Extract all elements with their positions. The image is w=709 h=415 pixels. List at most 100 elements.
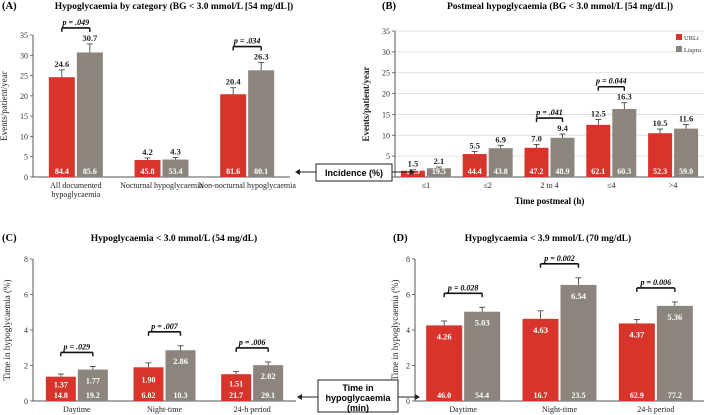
x-tick-label: All documented (50, 181, 101, 190)
y-axis-title: Events/patient/year (0, 71, 9, 140)
bar-urli (522, 318, 559, 401)
inner-label: 59.0 (679, 167, 693, 176)
y-axis-title: Time in hypoglycaemia (%) (2, 280, 12, 381)
incidence-arrowhead-left (295, 169, 300, 175)
inner-label: 62.1 (591, 167, 605, 176)
time-callout: Time in hypoglycaemia (min) (297, 379, 420, 413)
incidence-arrowhead-right (410, 169, 415, 175)
inner-label: 52.3 (653, 167, 667, 176)
inner-label: 85.6 (83, 167, 97, 176)
inner-label: 47.2 (530, 167, 544, 176)
bar-lispro (550, 137, 575, 177)
chart-panel-2: (B) Postmeal hypoglycaemia (BG < 3.0 mmol… (361, 1, 704, 206)
data-label: 10.5 (653, 118, 668, 128)
inner-label: 48.9 (556, 167, 570, 176)
bar-urli (45, 376, 76, 401)
bar-lispro (488, 148, 513, 177)
bar-urli (221, 374, 252, 401)
inner-label: 10.3 (174, 391, 188, 400)
legend-entry: Lispro (684, 47, 701, 54)
y-tick-label: 0 (24, 173, 28, 182)
bar-urli (220, 94, 247, 177)
bar-lispro (77, 369, 108, 401)
x-tick-label: Night-time (542, 405, 578, 414)
chart-title: Postmeal hypoglycaemia (BG < 3.0 mmol/L … (447, 1, 673, 12)
bar-urli (133, 367, 164, 401)
data-label: 7.0 (531, 133, 542, 143)
data-label: 24.6 (54, 59, 69, 69)
data-label: 16.3 (617, 92, 632, 102)
pvalue-label: p = .041 (535, 108, 563, 117)
chart-title: Hypoglycaemia by category (BG < 3.0 mmol… (55, 1, 293, 12)
y-tick-label: 35 (382, 27, 390, 36)
y-axis-title: Time in hypoglycaemia (%) (390, 280, 400, 381)
y-tick-label: 30 (20, 51, 28, 60)
bar-urli (48, 77, 75, 177)
bar-lispro (248, 70, 275, 177)
inner-label: 60.3 (617, 167, 631, 176)
incidence-callout: Incidence (%) (295, 163, 415, 182)
pvalue-label: p = .034 (233, 37, 261, 46)
inner-label: 53.4 (169, 167, 183, 176)
x-tick-label: 2 to 4 (540, 181, 558, 190)
data-label: 1.5 (408, 158, 419, 168)
time-arrowhead-right (415, 394, 420, 400)
y-tick-label: 8 (406, 255, 410, 264)
y-tick-label: 20 (20, 92, 28, 101)
inner-label: 44.4 (468, 167, 482, 176)
inner-label: 19.5 (432, 167, 446, 176)
bar-urli (524, 147, 549, 177)
panel-label: (A) (2, 1, 17, 12)
y-tick-label: 0 (406, 397, 410, 406)
pvalue-label: p = .049 (62, 18, 90, 27)
y-tick-label: 6 (406, 291, 410, 300)
bar-lispro (162, 159, 189, 177)
y-tick-label: 4 (24, 326, 28, 335)
y-tick-label: 20 (382, 90, 390, 99)
x-tick-label: Nocturnal hypoglycaemia (120, 181, 203, 190)
time-callout-box (317, 379, 399, 413)
x-tick-label: ≤2 (484, 181, 492, 190)
x-tick-label: >4 (669, 181, 678, 190)
y-axis-title: Events/patient/year (361, 67, 371, 142)
panel-label: (D) (393, 233, 408, 244)
y-tick-label: 5 (386, 152, 390, 161)
pvalue-label: p = 0.044 (595, 77, 627, 86)
panel-label: (C) (2, 233, 17, 244)
bar-lispro (656, 305, 693, 401)
data-label: 12.5 (591, 108, 606, 118)
data-label: 1.51 (229, 379, 243, 388)
y-tick-label: 30 (382, 48, 390, 57)
pvalue-label: p = 0.028 (447, 283, 479, 292)
y-tick-label: 25 (382, 69, 390, 78)
y-tick-label: 2 (406, 362, 410, 371)
data-label: 5.03 (475, 318, 490, 328)
x-tick-label: ≤4 (607, 181, 615, 190)
inner-label: 84.4 (55, 167, 69, 176)
data-label: 4.63 (533, 325, 548, 335)
inner-label: 23.5 (572, 391, 586, 400)
legend-entry: URLi (684, 35, 699, 42)
x-axis-title: Time postmeal (h) (515, 196, 585, 206)
time-callout-line1: Time in (342, 383, 373, 393)
bar-urli (462, 154, 487, 177)
inner-label: 81.6 (226, 167, 240, 176)
x-tick-label: hypoglycaemia (51, 190, 100, 199)
panel-label: (B) (382, 1, 397, 12)
bar-lispro (76, 52, 103, 178)
time-callout-line2: hypoglycaemia (325, 393, 391, 403)
x-tick-label: ≤1 (422, 181, 430, 190)
bar-lispro (165, 350, 196, 401)
bar-urli (618, 323, 655, 401)
bar-lispro (674, 128, 699, 177)
data-label: 20.4 (226, 77, 242, 87)
y-tick-label: 2 (24, 362, 28, 371)
x-tick-label: 24-h period (637, 405, 674, 414)
x-tick-label: Non-nocturnal hypoglycaemia (198, 181, 296, 190)
legend-swatch (676, 46, 682, 52)
chart-panel-3: (C) Hypoglycaemia < 3.0 mmol/L (54 mg/dL)… (2, 233, 296, 414)
data-label: 26.3 (254, 52, 269, 62)
inner-label: 6.82 (142, 391, 156, 400)
inner-label: 19.2 (86, 391, 100, 400)
y-tick-label: 6 (24, 291, 28, 300)
